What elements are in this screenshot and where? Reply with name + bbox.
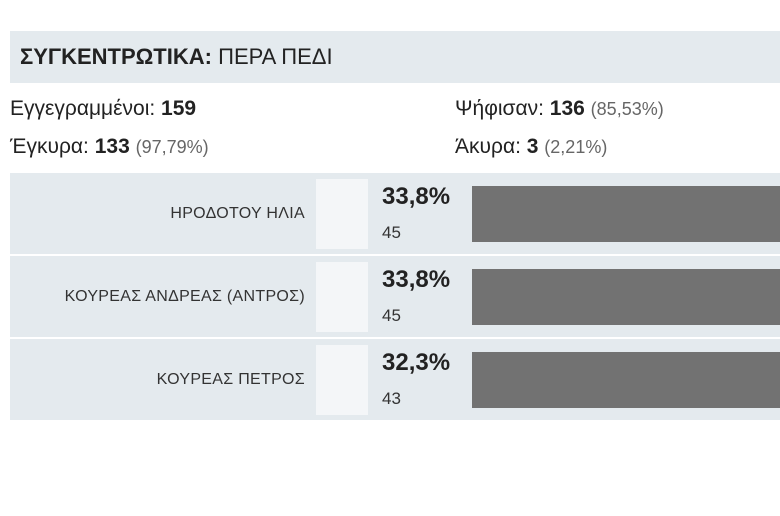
candidate-bar [472, 352, 780, 408]
results-summary-panel: ΣΥΓΚΕΝΤΡΩΤΙΚΑ: ΠΕΡΑ ΠΕΔΙ Εγγεγραμμένοι: … [10, 31, 780, 422]
valid-value: 133 [94, 135, 130, 158]
candidate-votes: 45 [382, 306, 401, 325]
candidate-percent: 33,8% [382, 266, 451, 293]
summary-header: ΣΥΓΚΕΝΤΡΩΤΙΚΑ: ΠΕΡΑ ΠΕΔΙ [10, 31, 780, 83]
candidate-photo-placeholder [316, 179, 368, 249]
candidate-photo-placeholder [316, 345, 368, 415]
voted-percent: (85,53%) [590, 99, 664, 119]
candidate-bar-track [472, 269, 780, 325]
summary-title-location: ΠΕΡΑ ΠΕΔΙ [211, 44, 333, 69]
candidate-bar-track [472, 352, 780, 408]
candidate-percent: 33,8% [382, 183, 451, 210]
invalid-percent: (2,21%) [544, 137, 608, 157]
voted-value: 136 [549, 97, 585, 120]
voted-label: Ψήφισαν: [455, 97, 550, 120]
candidate-votes: 45 [382, 223, 401, 242]
valid-percent: (97,79%) [135, 137, 209, 157]
candidate-row: ΚΟΥΡΕΑΣ ΠΕΤΡΟΣ 32,3% 43 [10, 339, 780, 422]
registered-stat: Εγγεγραμμένοι: 159 [10, 97, 196, 121]
candidate-name: ΚΟΥΡΕΑΣ ΠΕΤΡΟΣ [156, 370, 305, 388]
candidate-bar-track [472, 186, 780, 242]
valid-label: Έγκυρα: [10, 135, 95, 158]
valid-stat: Έγκυρα: 133 (97,79%) [10, 135, 209, 159]
invalid-stat: Άκυρα: 3 (2,21%) [455, 135, 607, 159]
candidate-bar [472, 186, 780, 242]
invalid-label: Άκυρα: [455, 135, 527, 158]
candidate-results-list: ΗΡΟΔΟΤΟΥ ΗΛΙΑ 33,8% 45 ΚΟΥΡΕΑΣ ΑΝΔΡΕΑΣ (… [10, 173, 780, 422]
candidate-percent: 32,3% [382, 349, 451, 376]
candidate-row: ΚΟΥΡΕΑΣ ΑΝΔΡΕΑΣ (ΑΝΤΡΟΣ) 33,8% 45 [10, 256, 780, 339]
candidate-row: ΗΡΟΔΟΤΟΥ ΗΛΙΑ 33,8% 45 [10, 173, 780, 256]
summary-title-prefix: ΣΥΓΚΕΝΤΡΩΤΙΚΑ: [20, 44, 212, 69]
candidate-bar [472, 269, 780, 325]
candidate-photo-placeholder [316, 262, 368, 332]
candidate-votes: 43 [382, 389, 401, 408]
invalid-value: 3 [526, 135, 539, 158]
registered-label: Εγγεγραμμένοι: [10, 97, 162, 120]
summary-stats: Εγγεγραμμένοι: 159 Ψήφισαν: 136 (85,53%)… [10, 83, 780, 173]
registered-value: 159 [161, 97, 197, 120]
voted-stat: Ψήφισαν: 136 (85,53%) [455, 97, 664, 121]
candidate-name: ΚΟΥΡΕΑΣ ΑΝΔΡΕΑΣ (ΑΝΤΡΟΣ) [64, 287, 305, 305]
candidate-name: ΗΡΟΔΟΤΟΥ ΗΛΙΑ [170, 204, 305, 222]
